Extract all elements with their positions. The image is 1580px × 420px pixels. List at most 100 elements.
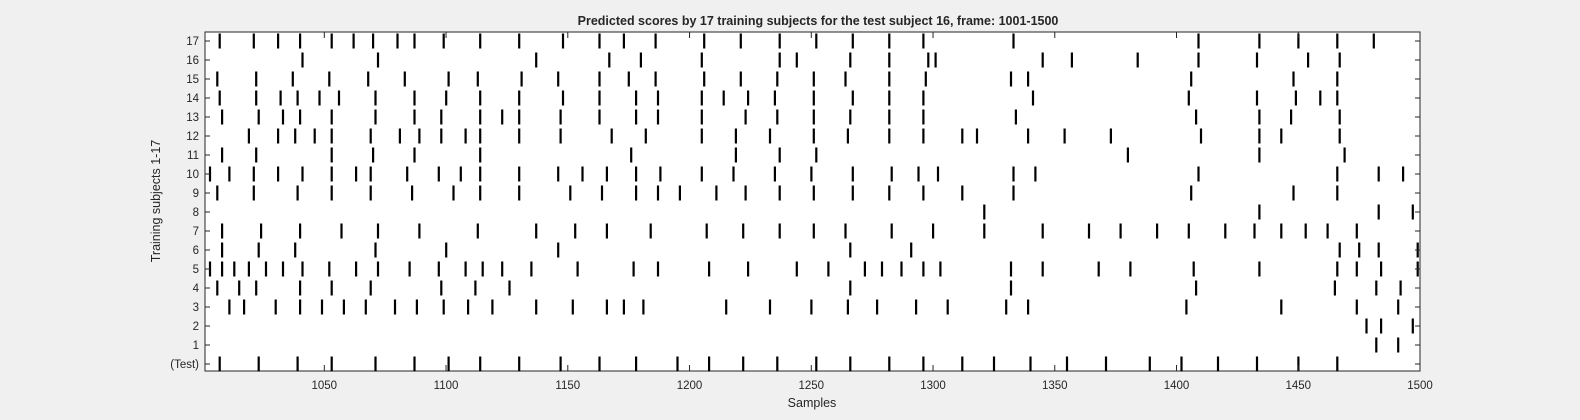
event-mark <box>890 223 893 239</box>
event-mark <box>983 223 986 239</box>
event-mark <box>277 33 280 49</box>
event-mark <box>1009 280 1013 296</box>
event-mark <box>518 90 521 106</box>
event-mark <box>355 166 358 182</box>
event-mark <box>557 242 560 258</box>
event-mark <box>778 52 781 68</box>
event-mark <box>1380 318 1383 334</box>
event-mark <box>221 242 224 258</box>
event-mark <box>851 166 854 182</box>
event-mark <box>313 128 316 144</box>
event-mark <box>437 261 440 277</box>
event-mark <box>1136 52 1139 68</box>
event-mark <box>279 90 282 106</box>
event-mark <box>218 90 221 106</box>
event-mark <box>776 71 779 87</box>
event-mark <box>408 261 411 277</box>
event-mark <box>1012 166 1015 182</box>
event-mark <box>1185 299 1188 315</box>
event-mark <box>216 71 219 87</box>
event-mark <box>301 52 304 68</box>
event-mark <box>598 356 601 372</box>
event-mark <box>1258 109 1261 125</box>
event-mark <box>557 71 560 87</box>
y-tick-label: 16 <box>186 55 199 67</box>
event-mark <box>479 185 482 201</box>
event-mark <box>330 280 333 296</box>
y-tick-label: 17 <box>186 36 199 48</box>
event-mark <box>876 299 879 315</box>
event-mark <box>605 223 608 239</box>
event-mark <box>635 185 638 201</box>
event-mark <box>330 166 333 182</box>
event-mark <box>922 90 925 106</box>
event-mark <box>1338 128 1341 144</box>
event-mark <box>888 128 891 144</box>
event-mark <box>795 52 798 68</box>
event-mark <box>992 356 996 372</box>
event-mark <box>340 223 343 239</box>
event-mark <box>452 185 455 201</box>
event-mark <box>1380 261 1383 277</box>
event-mark <box>252 33 255 49</box>
event-mark <box>571 299 574 315</box>
y-axis-label: Training subjects 1-17 <box>149 140 163 263</box>
y-tick-label: 10 <box>186 169 199 181</box>
event-mark <box>778 147 781 163</box>
event-mark <box>413 33 416 49</box>
event-mark <box>1065 356 1069 372</box>
event-mark <box>374 109 377 125</box>
event-mark <box>369 280 372 296</box>
event-mark <box>257 109 260 125</box>
event-mark <box>1070 52 1073 68</box>
event-mark <box>1336 71 1339 87</box>
event-mark <box>812 90 815 106</box>
event-mark <box>844 71 847 87</box>
event-mark <box>812 223 815 239</box>
event-mark <box>413 356 416 372</box>
event-mark <box>406 166 409 182</box>
event-mark <box>642 299 645 315</box>
event-mark <box>301 166 304 182</box>
event-mark <box>1087 223 1091 239</box>
event-mark <box>1307 52 1310 68</box>
event-mark <box>880 261 884 277</box>
event-mark <box>1156 223 1159 239</box>
event-mark <box>851 185 854 201</box>
event-mark <box>705 223 708 239</box>
event-mark <box>778 33 781 49</box>
event-mark <box>1258 147 1261 163</box>
event-mark <box>747 261 750 277</box>
event-mark <box>888 71 891 87</box>
event-mark <box>888 109 891 125</box>
event-mark <box>888 185 891 201</box>
event-mark <box>1197 33 1200 49</box>
event-mark <box>1109 128 1112 144</box>
event-mark <box>1009 71 1013 87</box>
event-mark <box>605 166 608 182</box>
event-mark <box>1336 261 1339 277</box>
event-mark <box>440 109 443 125</box>
event-mark <box>722 90 725 106</box>
event-mark <box>535 299 538 315</box>
event-mark <box>479 166 482 182</box>
event-mark <box>1297 33 1300 49</box>
event-mark <box>296 185 299 201</box>
x-tick-label: 1300 <box>920 380 946 392</box>
event-mark <box>1224 223 1227 239</box>
event-mark <box>1338 109 1341 125</box>
event-mark <box>418 223 421 239</box>
event-mark <box>827 261 830 277</box>
event-mark <box>330 128 333 144</box>
event-mark <box>445 242 448 258</box>
event-mark <box>561 33 565 49</box>
event-mark <box>1255 90 1259 106</box>
event-mark <box>277 128 280 144</box>
chart-title: Predicted scores by 17 training subjects… <box>578 14 1059 28</box>
event-mark <box>442 299 445 315</box>
event-mark <box>464 128 467 144</box>
event-mark <box>479 90 482 106</box>
event-mark <box>442 33 445 49</box>
event-mark <box>328 261 331 277</box>
event-mark <box>744 109 747 125</box>
